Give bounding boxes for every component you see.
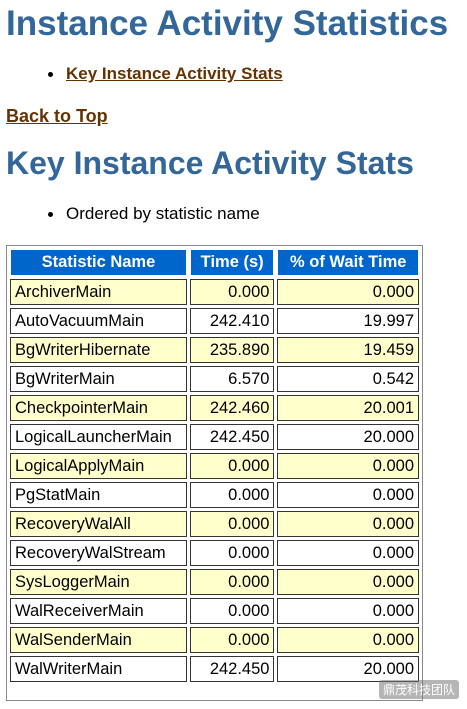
table-row: AutoVacuumMain 242.410 19.997 xyxy=(10,308,419,334)
cell-time: 242.450 xyxy=(189,656,275,682)
table-row: BgWriterMain 6.570 0.542 xyxy=(10,366,419,392)
cell-statistic-name: WalWriterMain xyxy=(10,656,187,682)
watermark: 鼎茂科技团队 xyxy=(379,680,460,699)
cell-time: 242.450 xyxy=(189,424,275,450)
cell-statistic-name: WalReceiverMain xyxy=(10,598,187,624)
cell-time: 6.570 xyxy=(189,366,275,392)
cell-time: 0.000 xyxy=(189,627,275,653)
cell-wait-percent: 0.000 xyxy=(277,453,419,479)
cell-wait-percent: 20.000 xyxy=(277,656,419,682)
table-row: LogicalLauncherMain 242.450 20.000 xyxy=(10,424,419,450)
note-item: Ordered by statistic name xyxy=(48,203,260,225)
cell-time: 0.000 xyxy=(189,511,275,537)
cell-time: 0.000 xyxy=(189,482,275,508)
cell-statistic-name: BgWriterMain xyxy=(10,366,187,392)
cell-wait-percent: 0.000 xyxy=(277,569,419,595)
header-wait-percent: % of Wait Time xyxy=(277,249,419,276)
cell-statistic-name: LogicalApplyMain xyxy=(10,453,187,479)
table-row: WalWriterMain 242.450 20.000 xyxy=(10,656,419,682)
cell-statistic-name: RecoveryWalStream xyxy=(10,540,187,566)
page-title: Instance Activity Statistics xyxy=(6,4,449,43)
note-text: Ordered by statistic name xyxy=(66,204,260,223)
cell-statistic-name: SysLoggerMain xyxy=(10,569,187,595)
cell-wait-percent: 0.000 xyxy=(277,540,419,566)
cell-wait-percent: 20.000 xyxy=(277,424,419,450)
cell-statistic-name: LogicalLauncherMain xyxy=(10,424,187,450)
cell-wait-percent: 19.459 xyxy=(277,337,419,363)
cell-time: 0.000 xyxy=(189,540,275,566)
cell-wait-percent: 20.001 xyxy=(277,395,419,421)
table-body: ArchiverMain 0.000 0.000 AutoVacuumMain 242.… xyxy=(10,279,419,682)
cell-statistic-name: RecoveryWalAll xyxy=(10,511,187,537)
bullet-icon xyxy=(48,72,53,77)
table-header-row: Statistic Name Time (s) % of Wait Time xyxy=(10,249,419,276)
table-row: SysLoggerMain 0.000 0.000 xyxy=(10,569,419,595)
cell-statistic-name: CheckpointerMain xyxy=(10,395,187,421)
table-row: RecoveryWalAll 0.000 0.000 xyxy=(10,511,419,537)
table-row: RecoveryWalStream 0.000 0.000 xyxy=(10,540,419,566)
cell-statistic-name: WalSenderMain xyxy=(10,627,187,653)
cell-wait-percent: 0.000 xyxy=(277,279,419,305)
cell-statistic-name: ArchiverMain xyxy=(10,279,187,305)
table-of-contents: Key Instance Activity Stats xyxy=(48,63,283,85)
table-row: CheckpointerMain 242.460 20.001 xyxy=(10,395,419,421)
cell-time: 235.890 xyxy=(189,337,275,363)
cell-wait-percent: 0.000 xyxy=(277,482,419,508)
cell-wait-percent: 0.000 xyxy=(277,627,419,653)
cell-wait-percent: 0.542 xyxy=(277,366,419,392)
cell-wait-percent: 0.000 xyxy=(277,598,419,624)
header-time: Time (s) xyxy=(189,249,275,276)
section-title: Key Instance Activity Stats xyxy=(6,145,414,181)
toc-item: Key Instance Activity Stats xyxy=(48,63,283,85)
cell-time: 0.000 xyxy=(189,279,275,305)
table-row: WalReceiverMain 0.000 0.000 xyxy=(10,598,419,624)
back-to-top-link[interactable]: Back to Top xyxy=(6,106,108,126)
cell-time: 242.460 xyxy=(189,395,275,421)
stats-table-container: Statistic Name Time (s) % of Wait Time A… xyxy=(6,245,423,701)
table-row: WalSenderMain 0.000 0.000 xyxy=(10,627,419,653)
toc-link-key-instance-activity-stats[interactable]: Key Instance Activity Stats xyxy=(66,64,283,83)
header-statistic-name: Statistic Name xyxy=(10,249,187,276)
back-to-top-container: Back to Top xyxy=(6,104,108,128)
cell-wait-percent: 19.997 xyxy=(277,308,419,334)
cell-time: 0.000 xyxy=(189,598,275,624)
table-row: ArchiverMain 0.000 0.000 xyxy=(10,279,419,305)
cell-time: 0.000 xyxy=(189,569,275,595)
table-row: BgWriterHibernate 235.890 19.459 xyxy=(10,337,419,363)
cell-statistic-name: AutoVacuumMain xyxy=(10,308,187,334)
cell-time: 242.410 xyxy=(189,308,275,334)
cell-statistic-name: PgStatMain xyxy=(10,482,187,508)
stats-table: Statistic Name Time (s) % of Wait Time A… xyxy=(7,246,422,685)
note-list: Ordered by statistic name xyxy=(48,203,260,225)
cell-time: 0.000 xyxy=(189,453,275,479)
bullet-icon xyxy=(48,212,53,217)
table-row: LogicalApplyMain 0.000 0.000 xyxy=(10,453,419,479)
table-row: PgStatMain 0.000 0.000 xyxy=(10,482,419,508)
cell-wait-percent: 0.000 xyxy=(277,511,419,537)
cell-statistic-name: BgWriterHibernate xyxy=(10,337,187,363)
